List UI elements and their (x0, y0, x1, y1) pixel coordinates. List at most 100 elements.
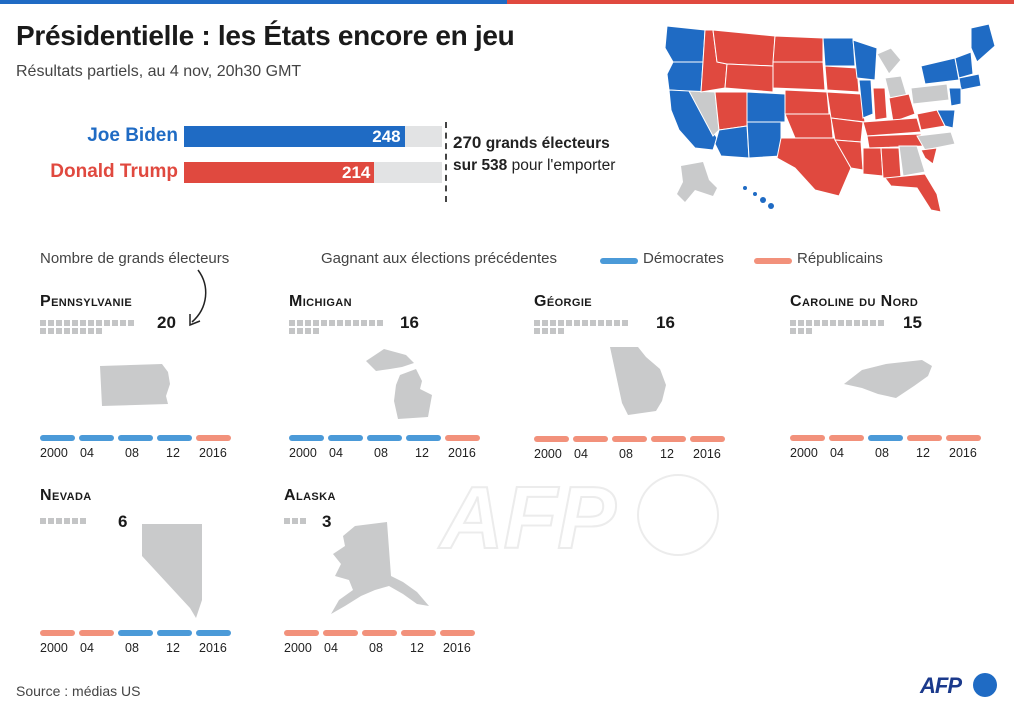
state-name: Pennsylvanie (40, 293, 133, 310)
map-plains-south (772, 35, 866, 197)
year-label: 12 (166, 446, 180, 460)
year-label: 12 (916, 446, 930, 460)
history-segment-republican (829, 435, 864, 441)
ev-square (878, 320, 884, 326)
history-segment-democrat (328, 435, 363, 441)
ev-square (40, 328, 46, 334)
history-bar (284, 630, 475, 636)
legend-history-label: Gagnant aux élections précédentes (321, 250, 557, 267)
ev-square (72, 328, 78, 334)
ev-square (300, 518, 306, 524)
ev-square (598, 320, 604, 326)
ev-grid (790, 320, 890, 334)
threshold-suffix: pour l'emporter (511, 157, 616, 174)
map-southeast (862, 109, 956, 213)
legend-ev-label: Nombre de grands électeurs (40, 250, 230, 267)
history-segment-democrat (157, 630, 192, 636)
ev-square (96, 320, 102, 326)
ev-square (64, 518, 70, 524)
state-name: Géorgie (534, 293, 593, 310)
ev-square (48, 518, 54, 524)
us-results-map (664, 23, 996, 213)
ev-square (64, 328, 70, 334)
ev-square (313, 328, 319, 334)
year-label: 2016 (199, 641, 227, 655)
candidate-label-trump: Donald Trump (50, 161, 178, 182)
ev-count: 3 (322, 512, 332, 531)
history-segment-republican (445, 435, 480, 441)
history-bar (40, 435, 231, 441)
ev-square (80, 328, 86, 334)
year-label: 2016 (693, 447, 721, 461)
watermark-text: AFP (438, 470, 616, 560)
history-segment-democrat (289, 435, 324, 441)
history-segment-democrat (118, 630, 153, 636)
year-label: 04 (80, 641, 94, 655)
year-label: 08 (125, 641, 139, 655)
ev-square (305, 328, 311, 334)
ev-grid (40, 518, 140, 524)
legend-rep-swatch (754, 258, 792, 264)
ev-square (566, 320, 572, 326)
history-segment-republican (79, 630, 114, 636)
state-shape-georgia (610, 347, 666, 415)
year-label: 12 (660, 447, 674, 461)
history-segment-republican (612, 436, 647, 442)
map-midwest (852, 39, 926, 149)
ev-square (614, 320, 620, 326)
ev-square (558, 328, 564, 334)
ev-square (558, 320, 564, 326)
ev-square (305, 320, 311, 326)
ev-square (297, 320, 303, 326)
year-label: 2000 (40, 641, 68, 655)
top-bar-republican (507, 0, 1014, 4)
threshold-value-label: grands électeurs (485, 135, 610, 152)
ev-square (289, 320, 295, 326)
history-segment-democrat (157, 435, 192, 441)
year-label: 2000 (284, 641, 312, 655)
year-label: 2016 (949, 446, 977, 460)
year-label: 04 (80, 446, 94, 460)
ev-square (790, 320, 796, 326)
year-label: 08 (619, 447, 633, 461)
ev-count: 16 (656, 313, 675, 332)
afp-watermark: AFP (437, 470, 719, 560)
year-label: 04 (830, 446, 844, 460)
history-segment-republican (907, 435, 942, 441)
ev-square (814, 320, 820, 326)
ev-grid (289, 320, 389, 334)
year-label: 2000 (40, 446, 68, 460)
state-name: Caroline du Nord (790, 293, 919, 310)
history-segment-republican (401, 630, 436, 636)
ev-square (88, 320, 94, 326)
candidate-label-biden: Joe Biden (87, 125, 178, 146)
ev-square (80, 518, 86, 524)
ev-grid (40, 320, 140, 334)
ev-square (534, 320, 540, 326)
history-segment-democrat (196, 630, 231, 636)
ev-square (534, 328, 540, 334)
ev-square (550, 328, 556, 334)
threshold-total: 538 (481, 157, 508, 174)
ev-square (798, 320, 804, 326)
afp-logo-dot (973, 673, 997, 697)
ev-square (830, 320, 836, 326)
history-bar (289, 435, 480, 441)
threshold-prefix: sur (453, 157, 478, 174)
ev-square (838, 320, 844, 326)
top-bar-democrat (0, 0, 507, 4)
ev-square (550, 320, 556, 326)
ev-square (790, 328, 796, 334)
ev-square (798, 328, 804, 334)
history-segment-republican (690, 436, 725, 442)
history-segment-democrat (367, 435, 402, 441)
ev-square (846, 320, 852, 326)
state-name: Alaska (284, 487, 336, 504)
history-segment-republican (362, 630, 397, 636)
ev-square (353, 320, 359, 326)
ev-square (574, 320, 580, 326)
bar-value-biden: 248 (372, 127, 401, 146)
ev-square (369, 320, 375, 326)
history-segment-republican (196, 435, 231, 441)
threshold-value: 270 (453, 133, 482, 152)
